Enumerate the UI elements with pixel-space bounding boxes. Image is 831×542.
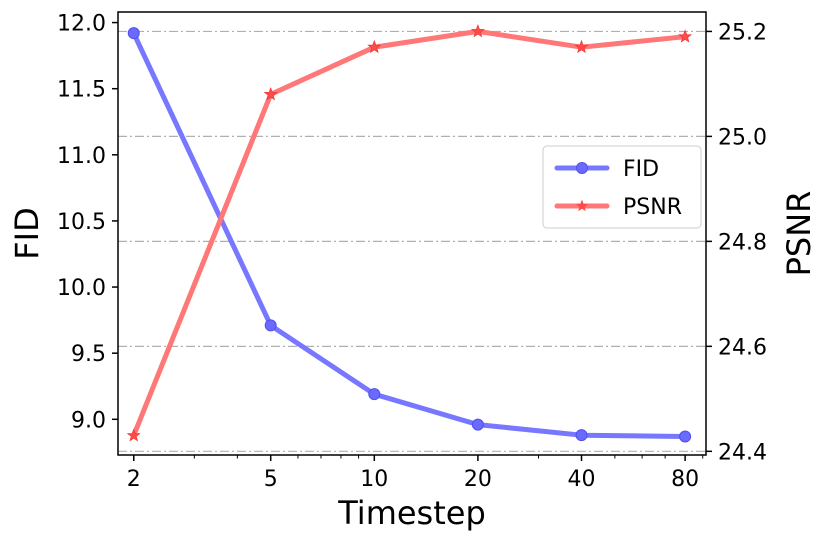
plot-frame xyxy=(117,11,707,456)
fid-point-1 xyxy=(264,319,277,332)
fid-point-5 xyxy=(679,430,692,443)
x-tick-label-5: 80 xyxy=(671,467,699,492)
right-tick-label-2: 24.8 xyxy=(718,230,767,255)
left-tick-label-5: 11.5 xyxy=(57,78,106,103)
series-line-fid xyxy=(131,30,688,439)
x-tick-label-1: 5 xyxy=(264,467,278,492)
right-tick-label-3: 25.0 xyxy=(718,125,767,150)
psnr-point-2 xyxy=(367,39,382,54)
psnr-point-0 xyxy=(126,428,141,442)
fid-point-4 xyxy=(575,429,588,442)
legend-label-fid: FID xyxy=(623,157,659,182)
left-tick-label-4: 11.0 xyxy=(57,144,106,169)
right-tick-label-0: 24.4 xyxy=(718,440,767,465)
left-tick-label-2: 10.0 xyxy=(57,276,106,301)
left-tick-label-3: 10.5 xyxy=(57,210,106,235)
right-y-axis-title: PSNR xyxy=(780,191,818,277)
fid-point-3 xyxy=(471,418,484,431)
legend-marker-psnr xyxy=(575,199,589,212)
series-layer xyxy=(126,24,693,443)
left-tick-label-1: 9.5 xyxy=(71,342,106,367)
left-y-axis-title: FID xyxy=(8,207,46,259)
right-tick-label-1: 24.6 xyxy=(718,335,767,360)
x-tick-label-4: 40 xyxy=(568,467,596,492)
legend-label-psnr: PSNR xyxy=(623,195,682,220)
psnr-point-5 xyxy=(678,29,693,43)
right-tick-label-4: 25.2 xyxy=(718,20,767,45)
x-tick-label-3: 20 xyxy=(464,467,492,492)
legend-marker-fid xyxy=(576,162,588,174)
tick-layer: 9.09.510.010.511.011.512.024.424.624.825… xyxy=(57,12,767,492)
left-tick-label-6: 12.0 xyxy=(57,12,106,37)
x-tick-label-2: 10 xyxy=(360,467,388,492)
series-line-psnr xyxy=(131,28,688,439)
left-tick-label-0: 9.0 xyxy=(71,408,106,433)
fid-point-2 xyxy=(368,388,381,401)
psnr-point-4 xyxy=(574,39,589,54)
x-axis-title: Timestep xyxy=(337,494,486,532)
psnr-point-3 xyxy=(470,24,485,38)
legend: FID PSNR xyxy=(542,145,702,229)
fid-point-0 xyxy=(127,27,140,40)
x-tick-label-0: 2 xyxy=(127,467,141,492)
grid-lines xyxy=(118,30,706,452)
psnr-point-1 xyxy=(263,87,278,101)
